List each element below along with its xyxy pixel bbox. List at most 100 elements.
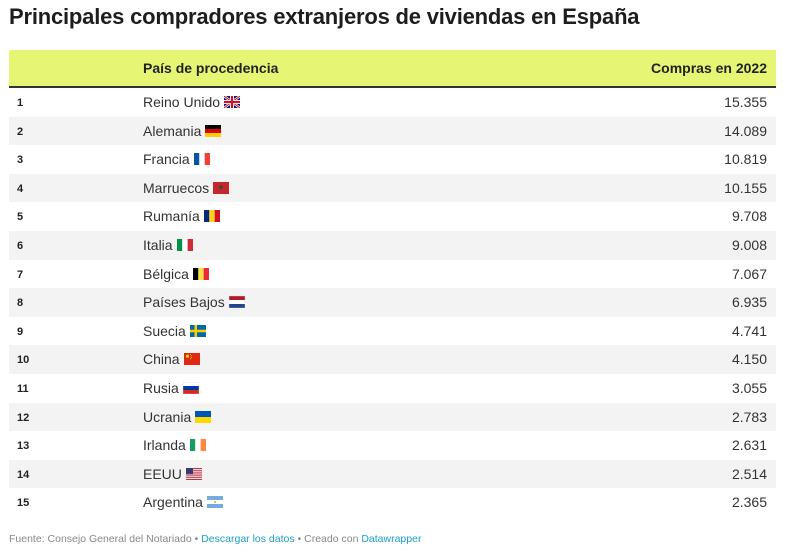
argentina-flag-icon xyxy=(206,496,223,509)
datawrapper-link[interactable]: Datawrapper xyxy=(361,533,422,545)
country-cell: Marruecos xyxy=(143,179,230,196)
country-cell: Reino Unido xyxy=(143,94,241,110)
chart-title: Principales compradores extranjeros de v… xyxy=(9,4,640,29)
table-row: 3 Francia 10.819 xyxy=(9,145,776,174)
purchases-value: 10.155 xyxy=(724,179,767,196)
footer-separator: • xyxy=(294,533,305,545)
rank-cell: 13 xyxy=(17,440,30,453)
country-cell: Países Bajos xyxy=(143,294,245,310)
belgium-flag-icon xyxy=(192,267,209,280)
table-row: 5 Rumanía 9.708 xyxy=(9,202,776,231)
table-row: 14 EEUU 2.514 xyxy=(9,459,776,489)
country-name: China xyxy=(143,351,180,368)
rank-cell: 15 xyxy=(17,497,30,510)
rank-cell: 1 xyxy=(17,97,24,109)
rank-cell: 7 xyxy=(17,268,24,281)
country-cell: Irlanda xyxy=(143,437,206,453)
created-with-label: Creado con xyxy=(304,533,362,545)
country-name: Suecia xyxy=(143,322,186,339)
country-name: EEUU xyxy=(143,465,182,482)
purchases-value: 2.365 xyxy=(731,494,767,511)
footer-separator: • xyxy=(191,533,202,545)
country-name: Italia xyxy=(143,236,173,253)
table-row: 11 Rusia 3.055 xyxy=(9,374,776,403)
data-table: País de procedencia Compras en 2022 1 Rei… xyxy=(9,50,776,517)
purchases-value: 7.067 xyxy=(731,265,767,282)
country-cell: Alemania xyxy=(143,122,222,139)
purchases-value: 14.089 xyxy=(724,122,767,139)
country-name: Marruecos xyxy=(143,179,210,196)
table-row: 15 Argentina 2.365 xyxy=(9,488,776,517)
netherlands-flag-icon xyxy=(228,296,245,309)
table-row: 9 Suecia 4.741 xyxy=(9,317,776,346)
usa-flag-icon xyxy=(185,467,202,480)
country-cell: Bélgica xyxy=(143,266,209,282)
purchases-value: 10.819 xyxy=(724,151,767,168)
purchases-value: 2.783 xyxy=(731,408,767,425)
column-header-country[interactable]: País de procedencia xyxy=(143,60,279,76)
rank-cell: 14 xyxy=(17,468,30,481)
country-cell: Rumanía xyxy=(143,208,220,224)
country-cell: Francia xyxy=(143,151,210,167)
rank-cell: 10 xyxy=(17,354,30,367)
france-flag-icon xyxy=(193,153,210,166)
country-name: Rusia xyxy=(143,379,179,396)
download-data-link[interactable]: Descargar los datos xyxy=(201,533,295,545)
rank-cell: 4 xyxy=(17,182,24,195)
country-cell: Suecia xyxy=(143,323,206,339)
country-name: Países Bajos xyxy=(143,294,225,311)
russia-flag-icon xyxy=(182,381,199,394)
country-cell: Italia xyxy=(143,237,193,253)
purchases-value: 6.935 xyxy=(731,294,767,311)
purchases-value: 2.631 xyxy=(731,437,767,454)
source-note: Fuente: Consejo General del Notariado xyxy=(9,533,192,545)
sweden-flag-icon xyxy=(189,324,206,337)
country-name: Alemania xyxy=(143,122,202,139)
rank-cell: 2 xyxy=(17,125,24,138)
rank-cell: 12 xyxy=(17,411,30,424)
table-row: 10 China 4.150 xyxy=(9,345,776,374)
table-body: 1 Reino Unido 15.355 2 Alemania 14.089 3 Franci… xyxy=(9,88,776,517)
column-header-purchases[interactable]: Compras en 2022 xyxy=(651,60,767,76)
country-cell: Ucrania xyxy=(143,408,212,425)
country-name: Irlanda xyxy=(143,437,186,454)
country-name: Argentina xyxy=(143,494,203,511)
rank-cell: 5 xyxy=(17,211,24,224)
rank-cell: 8 xyxy=(17,297,24,310)
country-cell: EEUU xyxy=(143,466,202,482)
country-cell: Argentina xyxy=(143,494,223,510)
rank-cell: 3 xyxy=(17,154,24,167)
country-name: Ucrania xyxy=(143,408,192,425)
rank-cell: 11 xyxy=(17,382,29,395)
uk-flag-icon xyxy=(224,96,241,108)
purchases-value: 4.150 xyxy=(731,351,767,368)
table-row: 2 Alemania 14.089 xyxy=(9,116,776,146)
country-cell: Rusia xyxy=(143,380,199,396)
morocco-flag-icon xyxy=(213,181,230,194)
country-name: Bélgica xyxy=(143,265,189,282)
purchases-value: 4.741 xyxy=(731,322,767,339)
table-row: 6 Italia 9.008 xyxy=(9,230,776,260)
table-header: País de procedencia Compras en 2022 xyxy=(9,50,776,88)
romania-flag-icon xyxy=(203,210,220,223)
country-name: Reino Unido xyxy=(143,94,221,110)
table-row: 12 Ucrania 2.783 xyxy=(9,402,776,432)
country-name: Francia xyxy=(143,151,190,168)
purchases-value: 9.008 xyxy=(731,236,767,253)
table-row: 1 Reino Unido 15.355 xyxy=(9,88,776,117)
germany-flag-icon xyxy=(205,124,222,137)
ukraine-flag-icon xyxy=(195,410,212,423)
table-row: 8 Países Bajos 6.935 xyxy=(9,288,776,317)
purchases-value: 3.055 xyxy=(731,379,767,396)
purchases-value: 9.708 xyxy=(731,208,767,225)
purchases-value: 2.514 xyxy=(731,465,767,482)
country-cell: China xyxy=(143,351,200,367)
table-row: 7 Bélgica 7.067 xyxy=(9,260,776,289)
country-name: Rumanía xyxy=(143,208,200,225)
italy-flag-icon xyxy=(176,238,193,251)
purchases-value: 15.355 xyxy=(724,94,767,110)
chart-footer: Fuente: Consejo General del Notariado • … xyxy=(9,533,421,545)
china-flag-icon xyxy=(183,353,200,366)
rank-cell: 9 xyxy=(17,325,24,338)
rank-cell: 6 xyxy=(17,239,24,252)
